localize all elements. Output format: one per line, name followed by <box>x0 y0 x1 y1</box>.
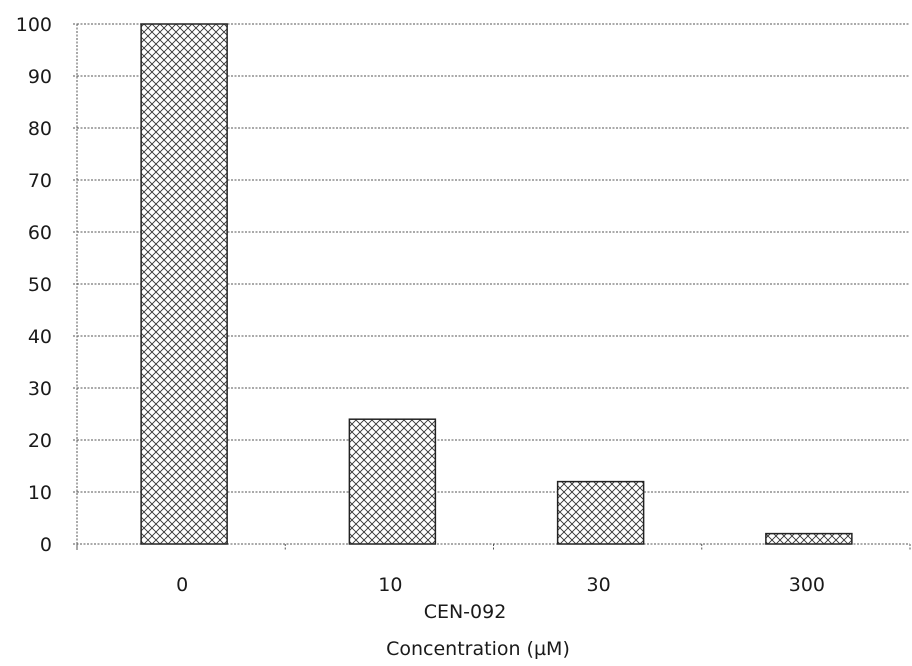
x-tick-label: 10 <box>378 574 402 596</box>
bar-30 <box>556 480 645 545</box>
x-axis-label-line-2: Concentration (µM) <box>386 638 570 660</box>
bars <box>140 23 853 545</box>
y-tick-label: 90 <box>28 66 52 88</box>
y-tick-label: 40 <box>28 326 52 348</box>
y-tick-label: 60 <box>28 222 52 244</box>
bar-300 <box>765 532 853 545</box>
y-tick-label: 30 <box>28 378 52 400</box>
bar-10 <box>348 418 437 545</box>
tick-labels: 0 10 20 30 40 50 60 70 80 90 100 0 10 30 300 <box>16 14 825 596</box>
bar-0 <box>140 23 228 545</box>
y-tick-label: 100 <box>16 14 52 36</box>
y-tick-label: 70 <box>28 170 52 192</box>
x-tick-label: 300 <box>789 574 825 596</box>
x-tick-label: 0 <box>176 574 188 596</box>
gridlines <box>77 23 910 493</box>
x-tick-label: 30 <box>587 574 611 596</box>
y-tick-label: 50 <box>28 274 52 296</box>
y-tick-label: 80 <box>28 118 52 140</box>
x-axis-label-line-1: CEN-092 <box>424 601 507 623</box>
y-tick-label: 10 <box>28 482 52 504</box>
y-tick-label: 20 <box>28 430 52 452</box>
y-tick-label: 0 <box>40 534 52 556</box>
